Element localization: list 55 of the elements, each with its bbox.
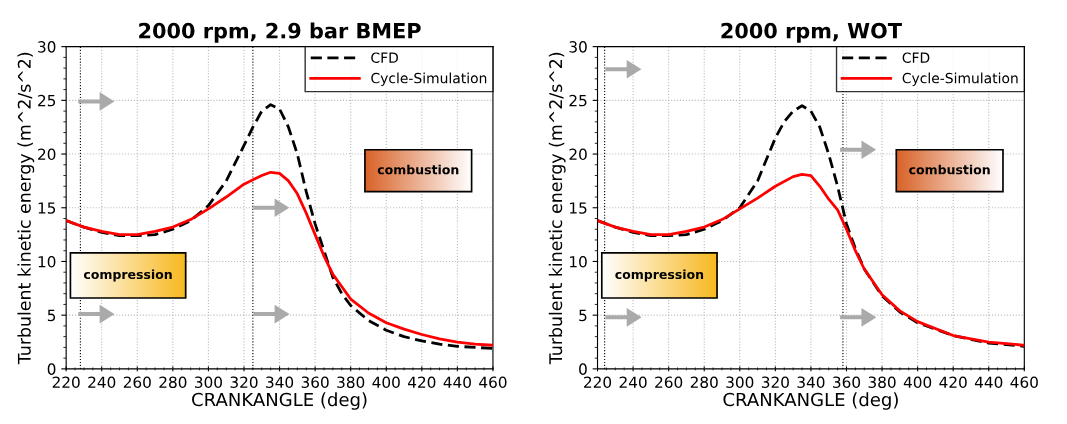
y-tick-label: 20 (38, 148, 56, 161)
x-tick-label: 460 (1010, 376, 1038, 388)
x-tick-label: 340 (266, 376, 294, 388)
x-tick-label: 300 (726, 376, 754, 388)
x-axis-title: CRANKANGLE (deg) (723, 392, 898, 410)
x-tick-label: 440 (443, 376, 471, 388)
x-tick-label: 280 (159, 376, 187, 388)
x-tick-label: 220 (584, 376, 612, 388)
y-tick-label: 10 (38, 255, 56, 268)
x-tick-label: 240 (88, 376, 116, 388)
annotation: combustion (909, 164, 990, 175)
x-tick-label: 420 (939, 376, 967, 388)
legend-label: Cycle-Simulation (902, 72, 1018, 87)
chart-title: 2000 rpm, 2.9 bar BMEP (139, 22, 421, 43)
x-tick-label: 260 (655, 376, 683, 388)
x-tick-label: 340 (797, 376, 825, 388)
y-tick-label: 30 (569, 41, 587, 53)
x-axis-title: CRANKANGLE (deg) (192, 392, 367, 410)
annotation: combustion (377, 164, 459, 175)
y-tick-label: 10 (570, 255, 587, 268)
line-series (597, 173, 1025, 347)
x-tick-label: 280 (690, 376, 718, 388)
x-tick-label: 320 (761, 376, 789, 388)
y-axis-title: Turbulent kinetic energy (m^2/s^2) (548, 52, 566, 365)
y-tick-label: 15 (570, 202, 587, 214)
y-tick-label: 15 (38, 202, 56, 214)
y-tick-label: 5 (579, 309, 587, 322)
y-tick-label: 30 (38, 41, 56, 53)
x-tick-label: 380 (337, 376, 365, 388)
y-tick-label: 5 (47, 309, 56, 322)
x-tick-label: 420 (407, 376, 436, 388)
legend-label: CFD (371, 52, 399, 63)
x-tick-label: 380 (868, 376, 896, 388)
y-tick-label: 25 (569, 94, 587, 107)
y-axis-title: Turbulent kinetic energy (m^2/s^2) (17, 52, 35, 365)
x-tick-label: 220 (52, 376, 80, 388)
x-tick-label: 320 (230, 376, 258, 388)
x-tick-label: 460 (479, 376, 507, 388)
x-tick-label: 260 (123, 376, 151, 388)
x-tick-label: 360 (301, 376, 329, 388)
x-tick-label: 400 (903, 376, 932, 388)
y-tick-label: 20 (569, 148, 587, 161)
x-tick-label: 440 (974, 376, 1003, 388)
x-tick-label: 360 (833, 376, 861, 388)
y-tick-label: 0 (47, 363, 56, 375)
legend-label: CFD (902, 52, 930, 63)
legend-label: Cycle-Simulation (371, 72, 487, 87)
x-tick-label: 400 (372, 376, 400, 388)
chart-title: 2000 rpm, WOT (721, 22, 902, 43)
y-tick-label: 25 (38, 94, 56, 107)
y-tick-label: 0 (579, 363, 587, 375)
annotation: compression (83, 269, 172, 282)
annotation: compression (615, 269, 704, 282)
x-tick-label: 240 (619, 376, 647, 388)
x-tick-label: 300 (195, 376, 222, 388)
